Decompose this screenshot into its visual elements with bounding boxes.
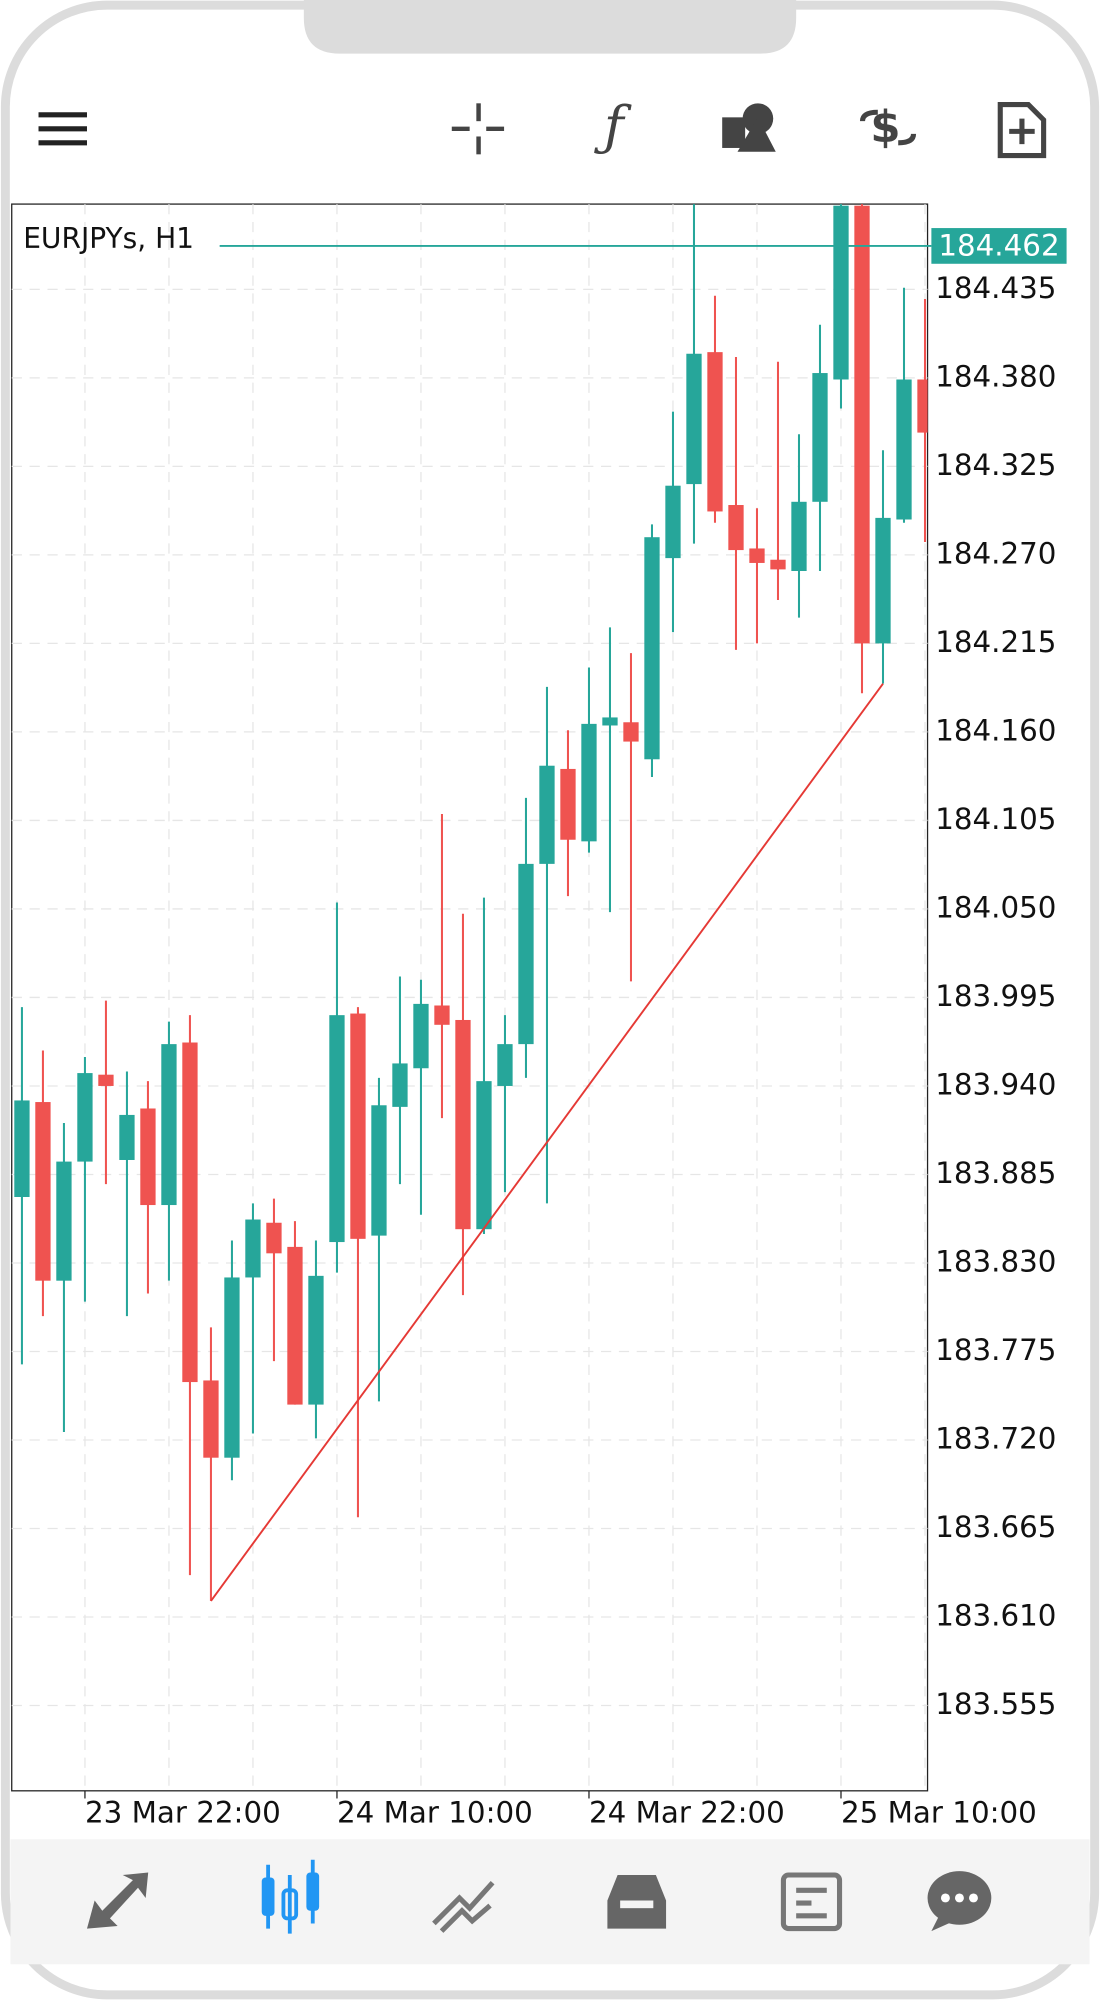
chart-tab[interactable] [261, 1859, 320, 1934]
candle-body [854, 205, 870, 644]
candle-body [707, 352, 723, 512]
y-tick-label: 183.665 [935, 1510, 1056, 1544]
crosshair-button[interactable] [451, 103, 505, 155]
last-price-box [931, 228, 1067, 264]
candle-body [917, 379, 928, 433]
y-tick-label: 184.160 [935, 713, 1056, 747]
candle-body [182, 1042, 198, 1383]
candle-body [791, 501, 807, 571]
y-tick-label: 183.720 [935, 1421, 1056, 1455]
y-tick-label: 183.885 [935, 1156, 1056, 1190]
y-tick-label: 183.610 [935, 1599, 1056, 1633]
y-tick-label: 183.830 [935, 1244, 1056, 1278]
candle-body [161, 1044, 177, 1206]
candle-body [308, 1275, 324, 1405]
candle-body [602, 717, 618, 726]
candle-body [497, 1044, 513, 1086]
x-tick-label: 24 Mar 10:00 [337, 1795, 533, 1829]
candle-body [476, 1081, 492, 1230]
candle-body [371, 1105, 387, 1236]
candle-body [35, 1102, 51, 1281]
candle-body [56, 1161, 72, 1281]
candle-body [665, 485, 681, 559]
candle-body [77, 1073, 93, 1162]
candles [14, 204, 928, 1602]
candle-body [98, 1074, 114, 1086]
menu-button[interactable] [38, 112, 87, 146]
candle-body [14, 1100, 30, 1197]
new-order-button[interactable] [997, 102, 1047, 159]
candle-body [623, 722, 639, 742]
quotes-tab[interactable] [86, 1872, 149, 1929]
candle-body [875, 517, 891, 644]
candle-body [728, 505, 744, 551]
candle-body [203, 1380, 219, 1458]
history-tab[interactable] [607, 1875, 667, 1929]
candle-body [413, 1003, 429, 1069]
candle-body [455, 1019, 471, 1230]
candle-body [770, 559, 786, 570]
axis-labels: 184.435 184.380 184.325 184.270 184.215 184.1… [84, 228, 1067, 1829]
symbol-label: EURJPYs, H1 [23, 222, 194, 255]
y-tick-label: 184.215 [935, 625, 1056, 659]
x-tick-label: 23 Mar 22:00 [85, 1795, 281, 1829]
candle-body [224, 1277, 240, 1458]
news-tab[interactable] [780, 1872, 843, 1932]
bottom-bar [10, 1839, 1090, 1965]
candle-body [140, 1108, 156, 1206]
y-tick-label: 183.775 [935, 1333, 1056, 1367]
plot-area [11, 203, 929, 1792]
candle-body [749, 548, 765, 563]
candle-body [518, 863, 534, 1045]
candle-body [686, 353, 702, 485]
trend-line [210, 683, 884, 1602]
y-tick-label: 184.325 [935, 448, 1056, 482]
y-tick-label: 184.380 [935, 359, 1056, 393]
y-tick-label: 184.435 [935, 271, 1056, 305]
candle-body [287, 1246, 303, 1405]
candle-body [245, 1219, 261, 1278]
candle-body [560, 768, 576, 840]
chat-tab[interactable] [927, 1871, 992, 1932]
y-tick-label: 184.050 [935, 890, 1056, 924]
candle-body [896, 379, 912, 520]
x-tick-label: 24 Mar 22:00 [589, 1795, 785, 1829]
y-tick-label: 183.995 [935, 979, 1056, 1013]
candle-body [119, 1114, 135, 1160]
objects-button[interactable] [722, 103, 776, 152]
candle-body [266, 1222, 282, 1254]
last-price-label: 184.462 [938, 229, 1059, 263]
candle-body [350, 1013, 366, 1239]
chart: 184.435 184.380 184.325 184.270 184.215 184.1… [11, 203, 1067, 1829]
candle-body [392, 1063, 408, 1107]
candle-body [434, 1005, 450, 1025]
trade-tab[interactable] [432, 1880, 495, 1933]
x-tick-label: 25 Mar 10:00 [841, 1795, 1037, 1829]
candle-body [539, 765, 555, 864]
candle-body [644, 537, 660, 760]
candle-body [812, 373, 828, 502]
y-tick-label: 184.105 [935, 802, 1056, 836]
candle-body [581, 723, 597, 842]
candle-body [833, 205, 849, 380]
svg-text:$: $ [870, 103, 900, 153]
y-tick-label: 183.555 [935, 1687, 1056, 1721]
candle-body [329, 1015, 345, 1243]
notch [303, 0, 797, 54]
y-tick-label: 183.940 [935, 1067, 1056, 1101]
y-tick-label: 184.270 [935, 536, 1056, 570]
symbols-button[interactable]: $ [859, 103, 917, 153]
